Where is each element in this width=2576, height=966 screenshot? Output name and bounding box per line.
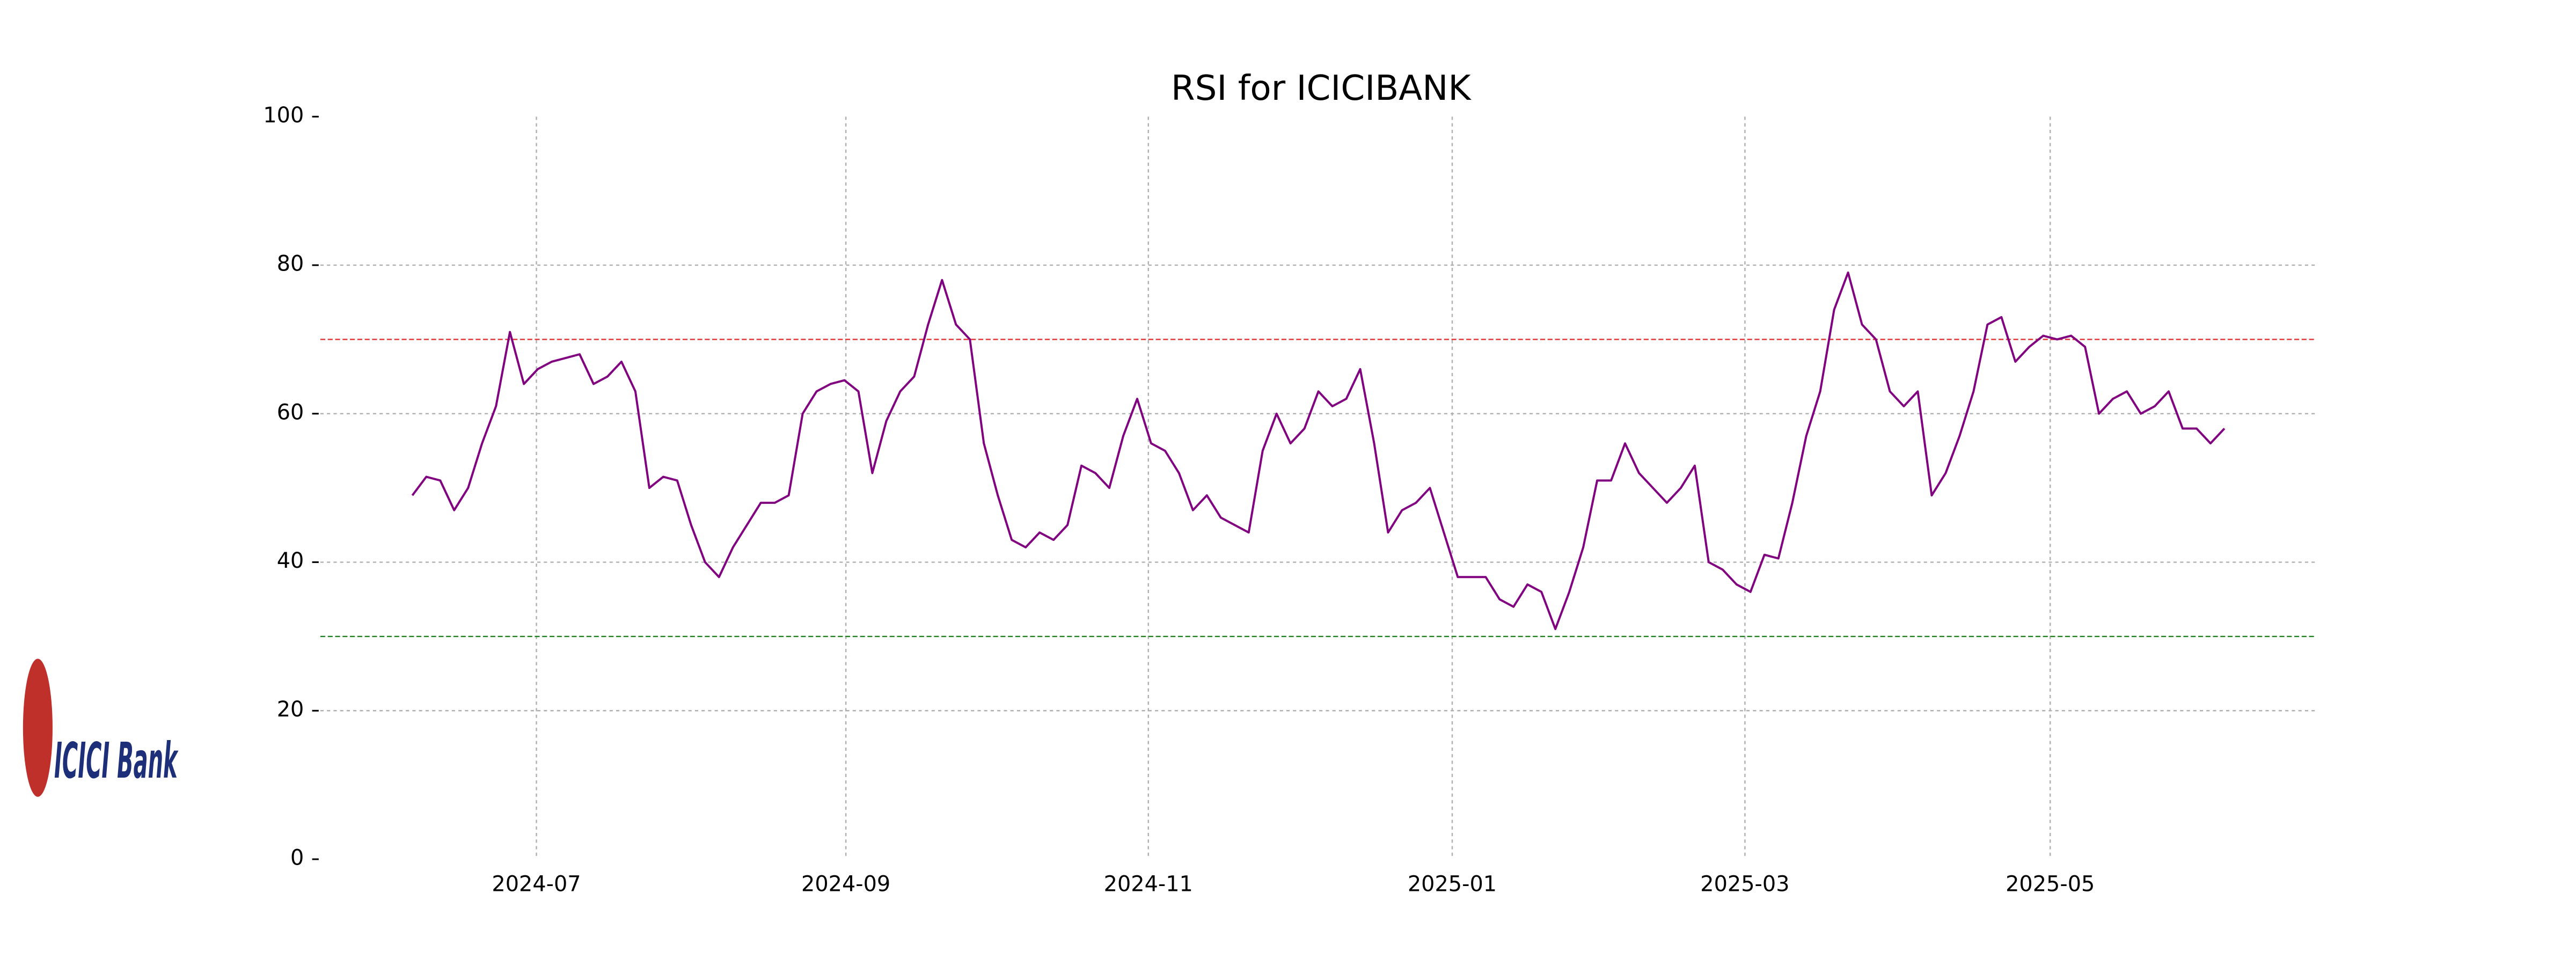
logo-emblem (23, 658, 53, 797)
x-tick-label: 2024-07 (492, 872, 581, 897)
y-tick-label: 80 (277, 252, 304, 276)
chart-title: RSI for ICICIBANK (1171, 68, 1472, 108)
x-tick-label: 2025-05 (2006, 872, 2095, 897)
logo: ICICI Bank (23, 658, 179, 797)
logo-text: ICICI Bank (54, 732, 179, 789)
y-tick-label: 20 (277, 697, 304, 722)
rsi-line (411, 271, 2226, 631)
y-tick-label: 60 (277, 400, 304, 425)
y-tick-label: 0 (290, 846, 304, 870)
x-tick-label: 2024-09 (801, 872, 890, 897)
y-tick-label: 40 (277, 548, 304, 573)
x-tick-label: 2024-11 (1104, 872, 1193, 897)
y-tick-label: 100 (263, 103, 304, 128)
x-tick-label: 2025-03 (1700, 872, 1789, 897)
x-tick-label: 2025-01 (1408, 872, 1497, 897)
